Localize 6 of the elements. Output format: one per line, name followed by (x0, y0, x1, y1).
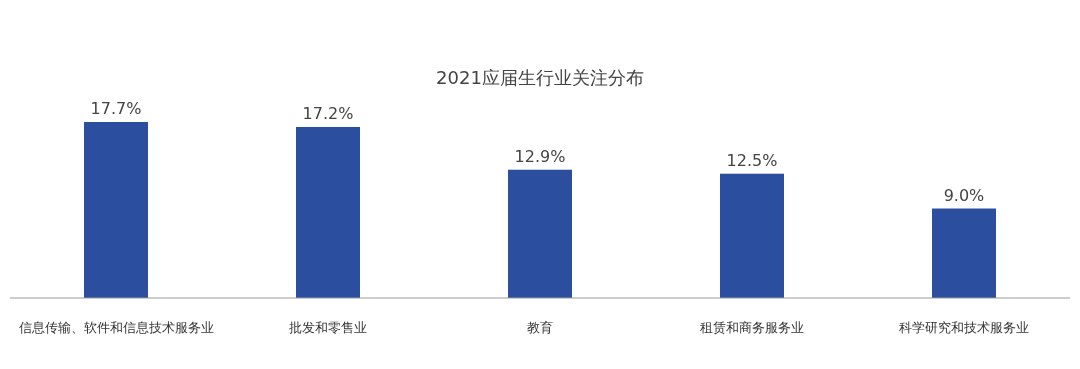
title: 2021应届生行业关注分布 (436, 67, 644, 88)
data-label: 17.2% (302, 103, 354, 123)
data-label: 17.7% (90, 99, 142, 118)
data-label: 9.0% (943, 185, 985, 205)
data-label: 12.9% (514, 146, 566, 166)
data-label: 12.5% (726, 150, 778, 170)
